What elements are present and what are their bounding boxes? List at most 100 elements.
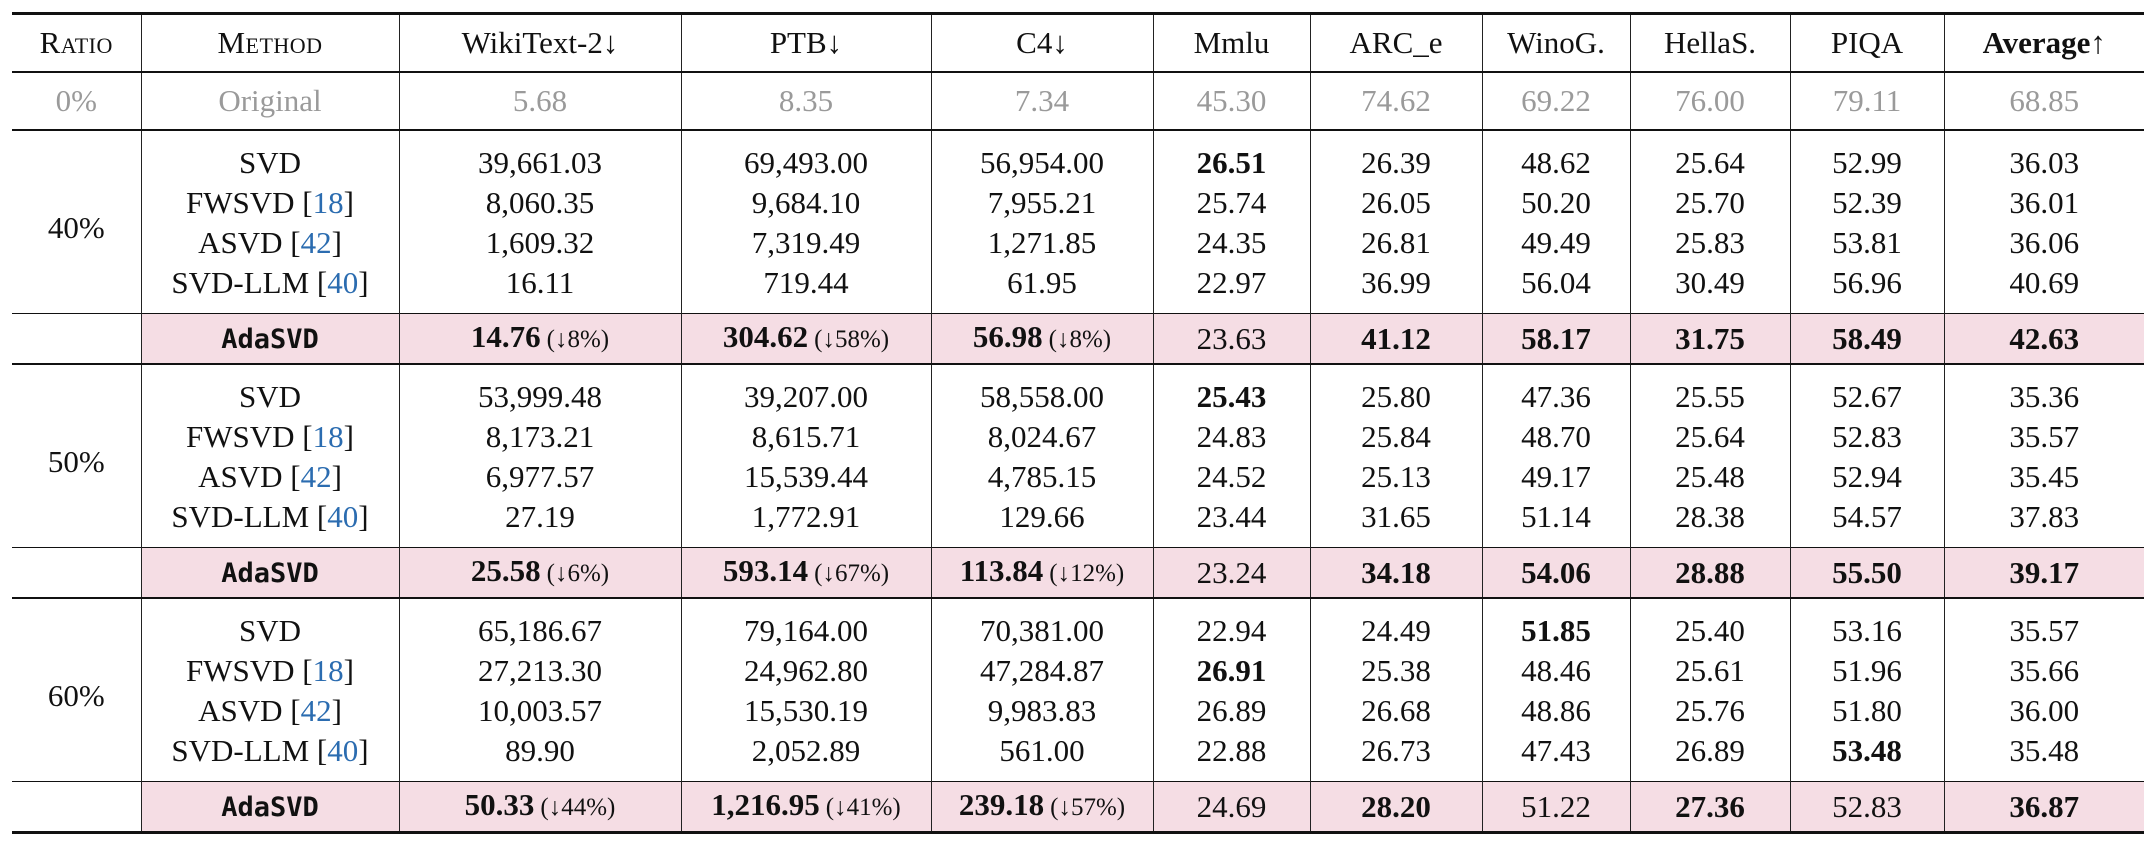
adasvd-arc-e: 28.20 (1309, 781, 1482, 833)
original-arc-e: 74.62 (1309, 72, 1482, 130)
citation-link[interactable]: 40 (327, 265, 359, 300)
adasvd-hellas: 31.75 (1629, 313, 1790, 364)
adasvd-wikitext: 14.76 (↓8%) (398, 313, 681, 364)
value-average: 36.06 (1943, 223, 2144, 263)
value-wikitext: 65,186.67 (398, 598, 681, 651)
value-mmlu: 23.44 (1152, 497, 1310, 548)
method-cell: ASVD [42] (140, 457, 399, 497)
value-c4: 8,024.67 (930, 417, 1153, 457)
table-row: FWSVD [18] 8,173.21 8,615.71 8,024.67 24.83 2… (12, 417, 2144, 457)
method-cell: ASVD [42] (140, 223, 399, 263)
adasvd-value: 23.24 (1196, 554, 1267, 590)
value-winog: 50.20 (1481, 183, 1630, 223)
header-method: Method (140, 13, 399, 72)
table-row: 60% SVD 65,186.67 79,164.00 70,381.00 22.94 24… (12, 598, 2144, 713)
value-hellas: 30.49 (1629, 263, 1790, 314)
citation-link[interactable]: 18 (312, 653, 344, 688)
method-name: ASVD [ (198, 693, 301, 728)
value-piqa: 51.80 (1789, 691, 1944, 731)
citation-link[interactable]: 18 (312, 419, 344, 454)
value-mmlu: 24.83 (1152, 417, 1310, 457)
value-c4: 561.00 (930, 731, 1153, 782)
value-winog: 51.14 (1481, 497, 1630, 548)
original-method: Original (140, 72, 399, 130)
value-mmlu: 22.94 (1152, 598, 1310, 651)
adasvd-name: AdaSVD (221, 557, 319, 589)
adasvd-value: 304.62 (722, 319, 809, 354)
table-row: SVD-LLM [40] 27.19 1,772.91 129.66 23.44 31.6… (12, 497, 2144, 548)
value-wikitext: 6,977.57 (398, 457, 681, 497)
value-c4: 70,381.00 (930, 598, 1153, 651)
reduction-delta: (↓41%) (825, 794, 901, 821)
method-name: SVD (238, 613, 301, 648)
value-winog: 56.04 (1481, 263, 1630, 314)
value-arc-e: 31.65 (1309, 497, 1482, 548)
adasvd-value: 27.36 (1675, 788, 1745, 824)
value-winog: 48.86 (1481, 691, 1630, 731)
adasvd-value: 54.06 (1521, 554, 1591, 590)
method-name: SVD (238, 145, 301, 180)
header-wikitext: WikiText-2↓ (398, 13, 681, 72)
original-row: 0% Original 5.68 8.35 7.34 45.30 74.62 6… (12, 72, 2144, 130)
value-wikitext: 8,060.35 (398, 183, 681, 223)
table-row: SVD-LLM [40] 16.11 719.44 61.95 22.97 36.99 56… (12, 263, 2144, 314)
citation-link[interactable]: 42 (300, 693, 332, 728)
value-winog: 48.46 (1481, 651, 1630, 691)
value-piqa: 53.81 (1789, 223, 1944, 263)
value-mmlu: 26.89 (1152, 691, 1310, 731)
reduction-delta: (↓58%) (814, 326, 890, 353)
method-cell: AdaSVD (140, 547, 399, 598)
value-wikitext: 27.19 (398, 497, 681, 548)
citation-link[interactable]: 42 (300, 225, 332, 260)
value-piqa: 52.39 (1789, 183, 1944, 223)
adasvd-row: AdaSVD 50.33 (↓44%) 1,216.95 (↓41%) 239.18 (↓5… (12, 781, 2144, 833)
value-c4: 7,955.21 (930, 183, 1153, 223)
adasvd-value: 14.76 (470, 319, 541, 354)
value-arc-e: 25.84 (1309, 417, 1482, 457)
value-wikitext: 53,999.48 (398, 364, 681, 417)
value-ptb: 39,207.00 (680, 364, 931, 417)
method-cell: SVD-LLM [40] (140, 497, 399, 548)
value-hellas: 25.40 (1629, 598, 1790, 651)
citation-link[interactable]: 18 (312, 185, 344, 220)
ratio-cell: 50% (47, 444, 105, 479)
adasvd-value: 31.75 (1675, 320, 1745, 356)
value-piqa: 51.96 (1789, 651, 1944, 691)
method-name: SVD-LLM [ (171, 733, 328, 768)
citation-link[interactable]: 40 (327, 499, 359, 534)
method-name: SVD-LLM [ (171, 499, 328, 534)
value-c4: 58,558.00 (930, 364, 1153, 417)
adasvd-value: 41.12 (1361, 320, 1431, 356)
header-mmlu: Mmlu (1152, 13, 1310, 72)
adasvd-ptb: 304.62 (↓58%) (680, 313, 931, 364)
value-arc-e: 26.39 (1309, 130, 1482, 183)
value-ptb: 7,319.49 (680, 223, 931, 263)
original-hellas: 76.00 (1629, 72, 1790, 130)
adasvd-c4: 113.84 (↓12%) (930, 547, 1153, 598)
value-average: 35.48 (1943, 731, 2144, 782)
citation-link[interactable]: 40 (327, 733, 359, 768)
adasvd-wikitext: 25.58 (↓6%) (398, 547, 681, 598)
table-row: ASVD [42] 6,977.57 15,539.44 4,785.15 24.52 2… (12, 457, 2144, 497)
table-row: 50% SVD 53,999.48 39,207.00 58,558.00 25.43 25… (12, 364, 2144, 479)
reduction-delta: (↓12%) (1049, 560, 1125, 587)
value-average: 36.03 (1943, 130, 2144, 183)
value-arc-e: 26.73 (1309, 731, 1482, 782)
reduction-delta: (↓8%) (546, 326, 610, 353)
value-wikitext: 1,609.32 (398, 223, 681, 263)
value-ptb: 15,530.19 (680, 691, 931, 731)
adasvd-hellas: 28.88 (1629, 547, 1790, 598)
ratio-cell: 60% (47, 678, 105, 713)
value-c4: 61.95 (930, 263, 1153, 314)
adasvd-value: 23.63 (1196, 320, 1267, 356)
method-cell: AdaSVD (140, 781, 399, 833)
table-row: 40% SVD 39,661.03 69,493.00 56,954.00 26.51 26… (12, 130, 2144, 245)
adasvd-average: 42.63 (1943, 313, 2144, 364)
adasvd-average: 36.87 (1943, 781, 2144, 833)
value-hellas: 26.89 (1629, 731, 1790, 782)
citation-link[interactable]: 42 (300, 459, 332, 494)
value-winog: 49.49 (1481, 223, 1630, 263)
adasvd-c4: 239.18 (↓57%) (930, 781, 1153, 833)
original-winog: 69.22 (1481, 72, 1630, 130)
value-ptb: 15,539.44 (680, 457, 931, 497)
